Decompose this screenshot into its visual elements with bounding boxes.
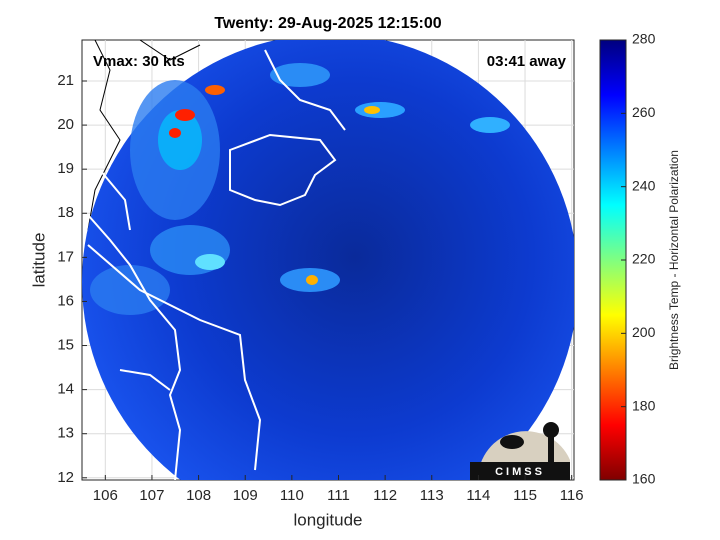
colorbar-tick-label: 260: [632, 104, 656, 120]
x-tick-label: 109: [233, 487, 258, 504]
y-tick-label: 12: [57, 469, 74, 486]
x-tick-label: 116: [560, 487, 584, 504]
coastline: [87, 244, 262, 471]
coastline: [119, 369, 171, 391]
cloud: [470, 117, 510, 133]
y-tick-label: 13: [57, 425, 74, 442]
cloud: [270, 63, 330, 87]
x-tick-label: 108: [186, 487, 211, 504]
x-axis-label: longitude: [293, 510, 362, 529]
y-tick-label: 20: [57, 116, 74, 133]
swath: [82, 40, 574, 480]
x-tick-label: 113: [420, 487, 444, 504]
cloud: [175, 109, 195, 121]
logo: CIMSS: [470, 422, 570, 480]
x-tick-label: 112: [373, 487, 397, 504]
cloud: [158, 110, 202, 170]
colorbar-tick-label: 280: [632, 31, 656, 47]
coastline: [99, 169, 131, 231]
coastline: [87, 214, 182, 480]
chart-title: Twenty: 29-Aug-2025 12:15:00: [214, 15, 441, 32]
y-tick-label: 18: [57, 204, 74, 221]
coastline: [87, 40, 121, 231]
cloud: [205, 85, 225, 95]
logo-text: CIMSS: [495, 466, 545, 478]
x-tick-label: 110: [280, 487, 304, 504]
y-tick-label: 21: [57, 72, 74, 89]
cloud: [90, 265, 170, 315]
logo-band: [470, 462, 570, 480]
colorbar-label: Brightness Temp - Horizontal Polarizatio…: [667, 150, 681, 370]
colorbar-tick-label: 160: [632, 471, 656, 487]
y-tick-label: 17: [57, 248, 74, 265]
cloud: [306, 275, 318, 285]
coastline: [229, 133, 337, 207]
annotation: Vmax: 30 kts: [93, 53, 185, 70]
cloud: [364, 106, 380, 114]
y-axis-label: latitude: [29, 233, 48, 288]
logo-tower: [548, 436, 554, 464]
logo-dish: [500, 435, 524, 449]
y-tick-label: 15: [57, 336, 74, 353]
colorbar-tick-label: 180: [632, 397, 656, 413]
cloud: [195, 254, 225, 270]
x-tick-label: 106: [93, 487, 118, 504]
annotation: 03:41 away: [487, 53, 567, 70]
cloud: [169, 128, 181, 138]
colorbar-tick-label: 240: [632, 177, 656, 193]
x-tick-label: 115: [513, 487, 537, 504]
x-tick-label: 114: [466, 487, 490, 504]
colorbar-tick-label: 200: [632, 324, 656, 340]
colorbar-tick-label: 220: [632, 251, 656, 267]
y-tick-label: 19: [57, 160, 74, 177]
coastline: [264, 49, 346, 131]
x-tick-label: 111: [327, 487, 350, 504]
y-tick-label: 14: [57, 381, 74, 398]
x-tick-label: 107: [139, 487, 164, 504]
coastline: [139, 40, 201, 61]
y-tick-label: 16: [57, 292, 74, 309]
logo-tower: [543, 422, 559, 438]
